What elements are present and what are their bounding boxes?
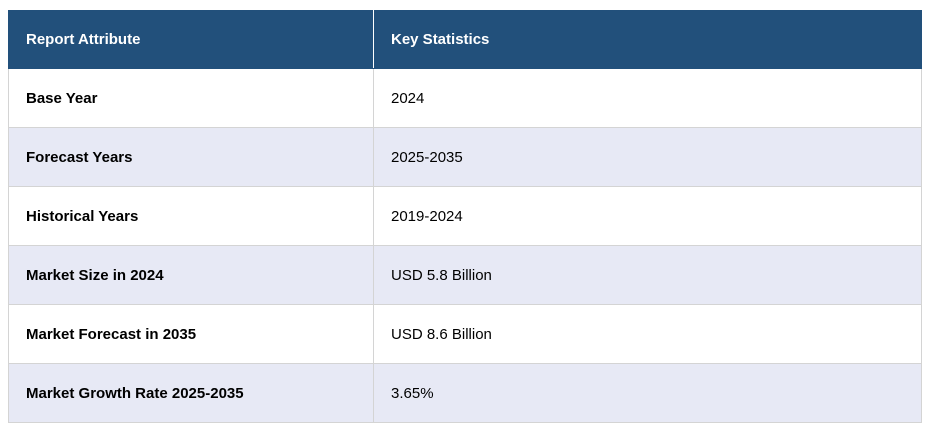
table-row: Market Growth Rate 2025-2035 3.65% <box>8 363 922 423</box>
attribute-cell: Market Size in 2024 <box>8 245 374 305</box>
report-table-container: Report Attribute Key Statistics Base Year… <box>8 10 922 423</box>
header-row: Report Attribute Key Statistics <box>8 10 922 69</box>
value-cell: 2019-2024 <box>373 186 922 246</box>
table-row: Base Year 2024 <box>8 68 922 128</box>
table-body: Base Year 2024 Forecast Years 2025-2035 Hist… <box>8 68 922 423</box>
value-cell: 3.65% <box>373 363 922 423</box>
table-row: Forecast Years 2025-2035 <box>8 127 922 187</box>
header-cell: Report Attribute <box>8 10 374 69</box>
attribute-cell: Market Forecast in 2035 <box>8 304 374 364</box>
table-row: Historical Years 2019-2024 <box>8 186 922 246</box>
attribute-cell: Historical Years <box>8 186 374 246</box>
value-cell: 2025-2035 <box>373 127 922 187</box>
header-cell: Key Statistics <box>373 10 922 69</box>
value-cell: USD 8.6 Billion <box>373 304 922 364</box>
table-header: Report Attribute Key Statistics <box>8 10 922 69</box>
attribute-cell: Base Year <box>8 68 374 128</box>
value-cell: USD 5.8 Billion <box>373 245 922 305</box>
table-row: Market Size in 2024 USD 5.8 Billion <box>8 245 922 305</box>
value-cell: 2024 <box>373 68 922 128</box>
attribute-cell: Forecast Years <box>8 127 374 187</box>
report-table: Report Attribute Key Statistics Base Year… <box>8 10 922 423</box>
attribute-cell: Market Growth Rate 2025-2035 <box>8 363 374 423</box>
table-row: Market Forecast in 2035 USD 8.6 Billion <box>8 304 922 364</box>
